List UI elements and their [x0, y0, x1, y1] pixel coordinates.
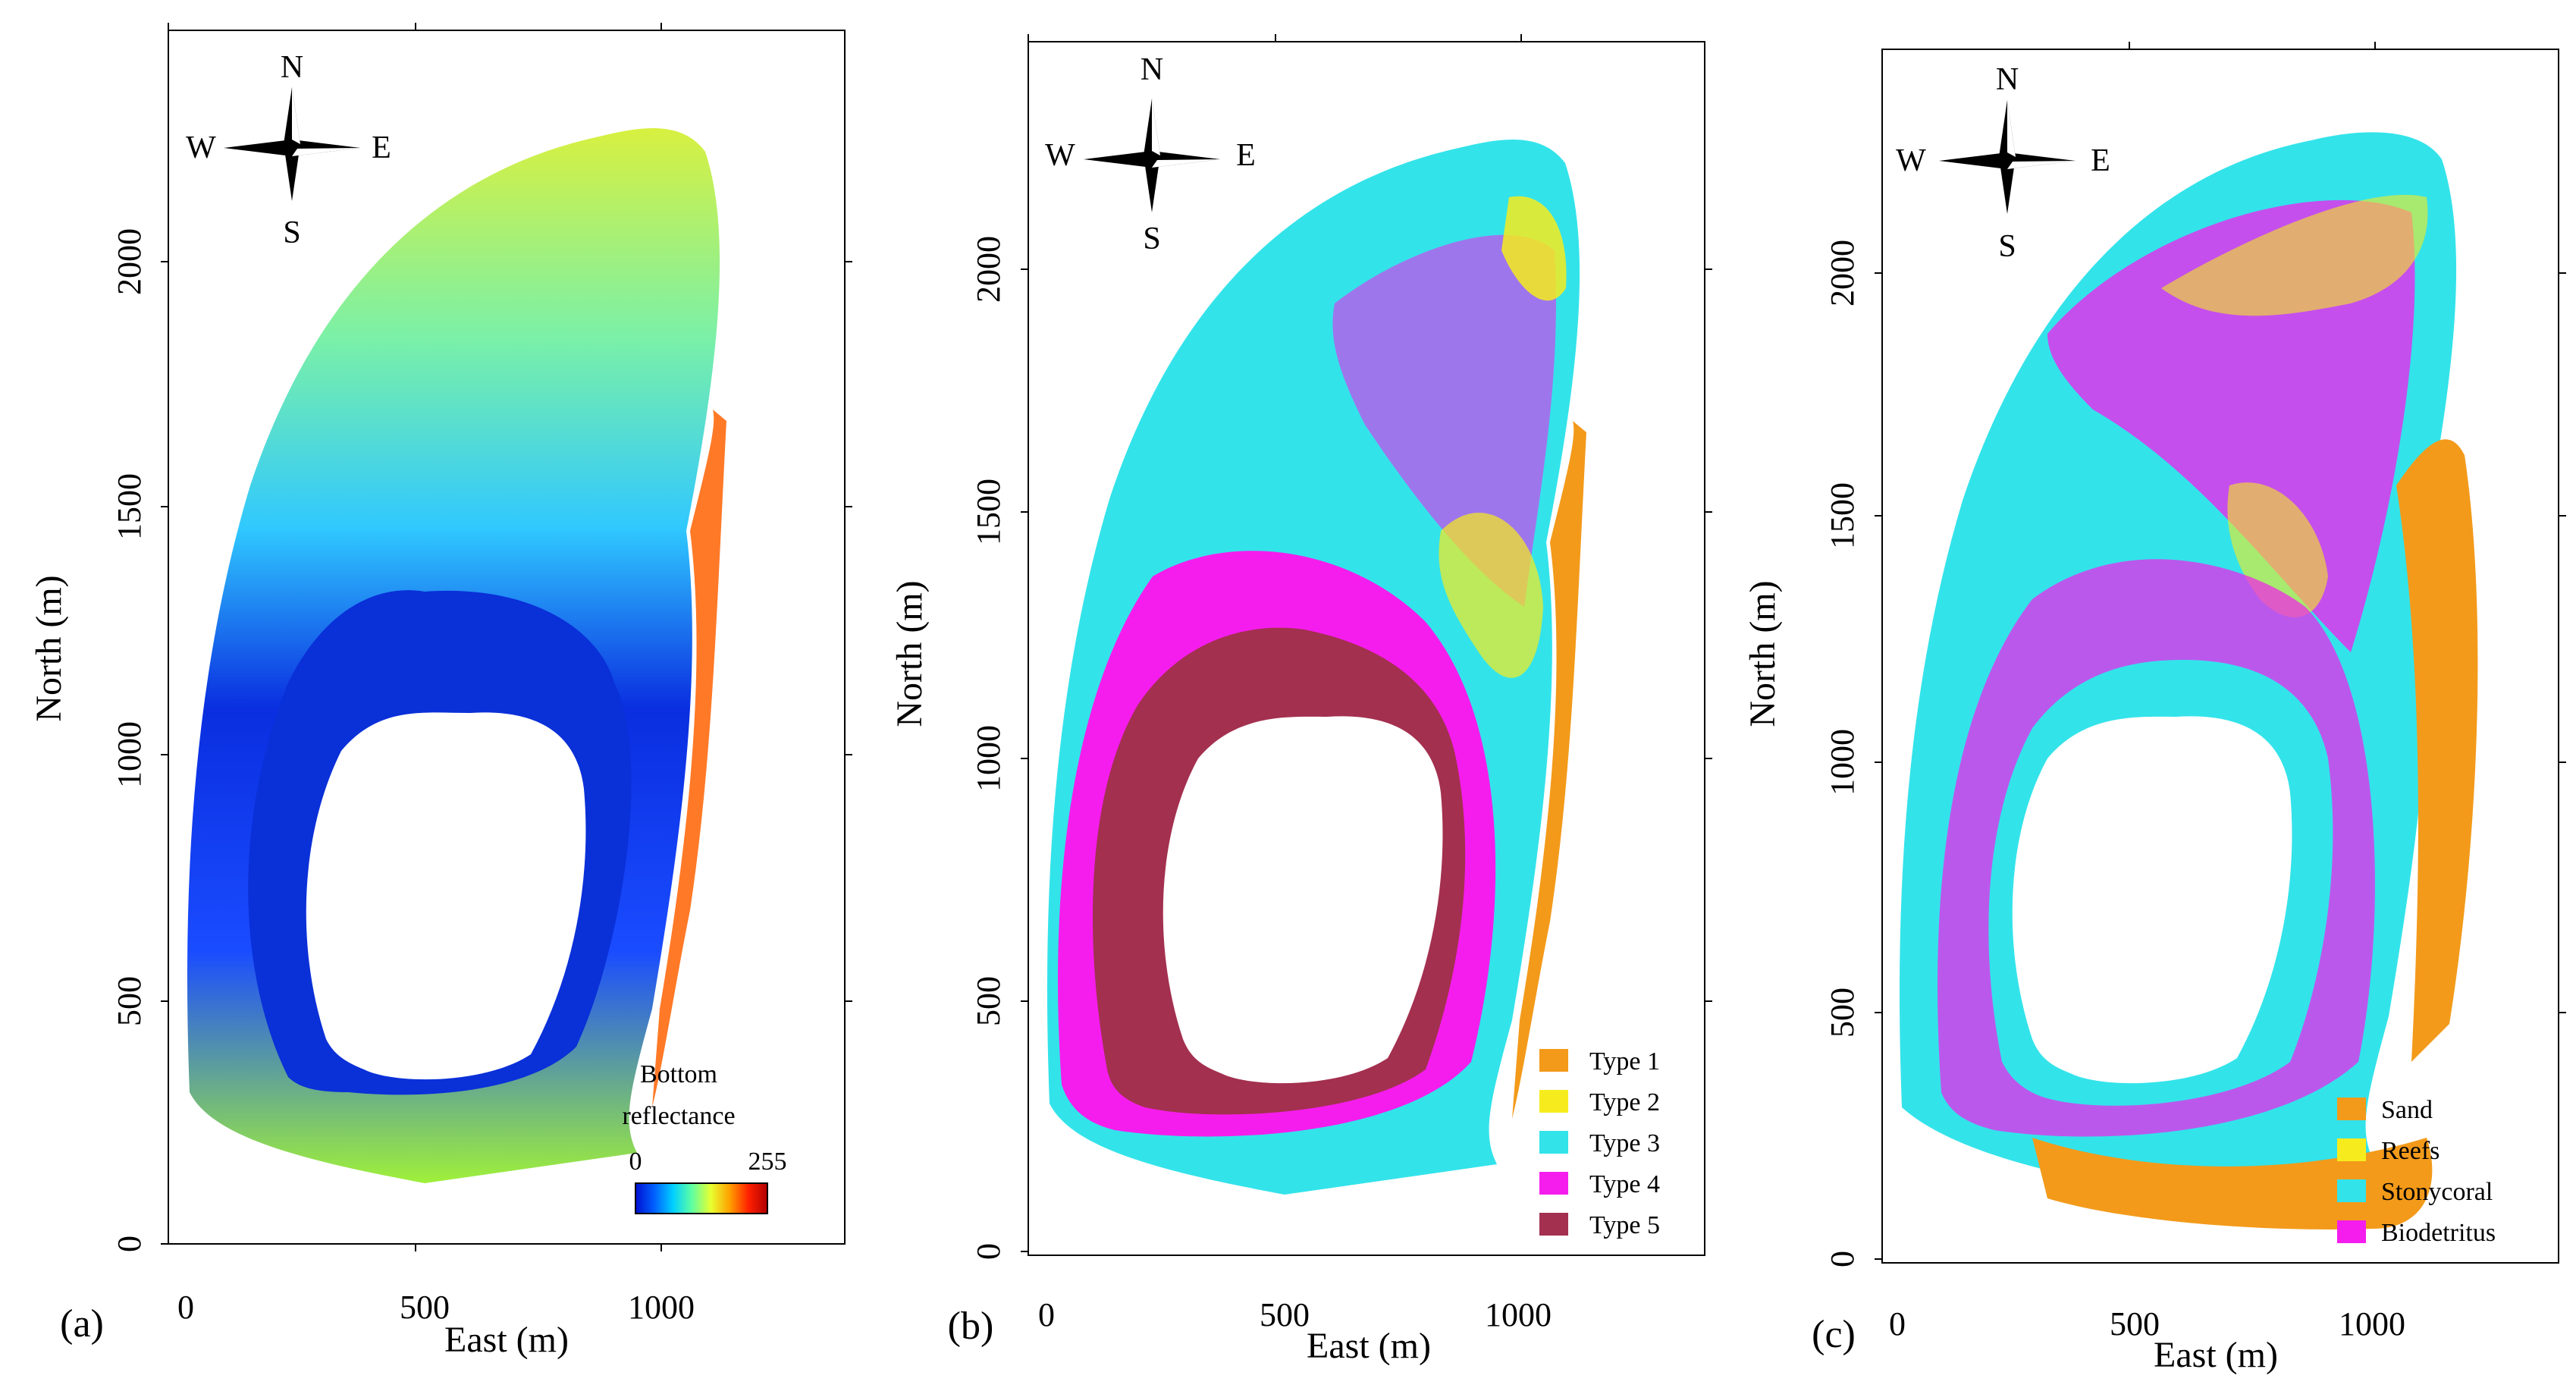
compass-n-label: N: [281, 50, 303, 85]
legend-swatch-biodetritus: [2337, 1220, 2366, 1243]
panel-c-map: [1899, 132, 2478, 1229]
y-tick-label: 1500: [1824, 482, 1861, 549]
y-tick-label: 1000: [1824, 729, 1861, 796]
panel-a-frame: [168, 30, 846, 1245]
compass-n-label: N: [1141, 52, 1163, 87]
legend-label-biodetritus: Biodetritus: [2381, 1219, 2496, 1247]
x-tick-label: 500: [1260, 1296, 1310, 1333]
x-axis-label: East (m): [444, 1320, 569, 1360]
y-tick-label: 500: [111, 976, 148, 1026]
y-tick-label: 500: [1824, 988, 1861, 1038]
compass-w-label: W: [186, 130, 216, 165]
panel-c-legend: Sand Reefs Stonycoral Biodetritus: [2337, 1096, 2496, 1247]
y-tick-label: 0: [111, 1236, 148, 1252]
legend-label-type1: Type 1: [1589, 1047, 1660, 1076]
y-axis-label: North (m): [29, 575, 69, 721]
panel-b-frame: [1028, 41, 1705, 1256]
panel-b-compass: N S E W: [1045, 52, 1256, 256]
panel-label: (a): [60, 1302, 104, 1346]
legend-swatch-type4: [1539, 1172, 1568, 1195]
compass-s-label: S: [283, 215, 300, 250]
x-axis-label: East (m): [1307, 1326, 1431, 1366]
panel-a: N S E W Bottom reflectance 0 255 0 500 1…: [29, 23, 852, 1360]
panel-c: N S E W Sand Reefs Stonycoral Biodetritu…: [1743, 42, 2566, 1375]
colorbar-min-label: 0: [629, 1148, 642, 1176]
y-tick-label: 2000: [970, 236, 1007, 303]
y-tick-label: 2000: [111, 228, 148, 295]
panel-b-map: [1046, 139, 1586, 1195]
colorbar-max-label: 255: [748, 1148, 787, 1176]
panel-a-legend: Bottom reflectance 0 255: [622, 1060, 787, 1214]
legend-label-sand: Sand: [2381, 1096, 2433, 1124]
x-tick-label: 1000: [2339, 1305, 2405, 1342]
legend-title-line1: Bottom: [640, 1060, 717, 1088]
y-axis-label: North (m): [890, 580, 930, 727]
compass-n-label: N: [1996, 62, 2019, 97]
y-tick-label: 1500: [111, 473, 148, 540]
panel-c-ticks: [1875, 42, 2566, 1260]
compass-e-label: E: [1236, 138, 1256, 173]
legend-label-type4: Type 4: [1589, 1170, 1660, 1198]
x-axis-label: East (m): [2154, 1335, 2278, 1375]
x-tick-label: 0: [177, 1289, 194, 1326]
legend-swatch-type3: [1539, 1131, 1568, 1154]
compass-s-label: S: [1143, 221, 1160, 256]
legend-swatch-sand: [2337, 1098, 2366, 1120]
panel-label: (b): [948, 1305, 994, 1348]
legend-swatch-type2: [1539, 1090, 1568, 1113]
y-tick-label: 500: [970, 976, 1007, 1026]
legend-swatch-reefs: [2337, 1138, 2366, 1161]
x-tick-label: 1000: [1485, 1296, 1552, 1333]
compass-w-label: W: [1896, 143, 1926, 178]
y-tick-label: 0: [1824, 1251, 1861, 1267]
y-tick-label: 2000: [1824, 240, 1861, 306]
y-tick-label: 1500: [970, 479, 1007, 545]
x-tick-label: 1000: [628, 1289, 695, 1326]
x-tick-label: 0: [1038, 1296, 1055, 1333]
panel-b-ticks: [1021, 34, 1712, 1252]
legend-label-type5: Type 5: [1589, 1211, 1660, 1239]
panel-a-compass: N S E W: [186, 50, 391, 250]
x-tick-label: 500: [400, 1289, 450, 1326]
compass-e-label: E: [2091, 143, 2110, 178]
panel-a-map: [187, 127, 726, 1183]
y-tick-label: 1000: [111, 721, 148, 788]
x-tick-label: 0: [1889, 1305, 1906, 1342]
legend-label-reefs: Reefs: [2381, 1137, 2440, 1165]
legend-swatch-type5: [1539, 1213, 1568, 1236]
y-tick-label: 1000: [970, 725, 1007, 792]
panel-b-legend: Type 1 Type 2 Type 3 Type 4 Type 5: [1539, 1047, 1660, 1239]
compass-w-label: W: [1045, 138, 1075, 173]
panel-c-compass: N S E W: [1896, 62, 2110, 264]
legend-label-type3: Type 3: [1589, 1129, 1660, 1157]
y-tick-label: 0: [970, 1243, 1007, 1260]
panel-label: (c): [1812, 1313, 1856, 1356]
compass-s-label: S: [1998, 229, 2016, 264]
legend-title-line2: reflectance: [622, 1102, 735, 1130]
legend-swatch-stonycoral: [2337, 1179, 2366, 1202]
colorbar: [635, 1182, 768, 1214]
legend-label-type2: Type 2: [1589, 1088, 1660, 1116]
y-axis-label: North (m): [1743, 580, 1783, 727]
legend-label-stonycoral: Stonycoral: [2381, 1178, 2493, 1206]
legend-swatch-type1: [1539, 1049, 1568, 1072]
panel-a-ticks: [161, 23, 852, 1251]
compass-e-label: E: [372, 130, 391, 165]
panel-c-frame: [1881, 49, 2559, 1264]
x-tick-label: 500: [2110, 1305, 2160, 1342]
panel-b: N S E W Type 1 Type 2 Type 3 Type 4 Type…: [890, 34, 1712, 1366]
